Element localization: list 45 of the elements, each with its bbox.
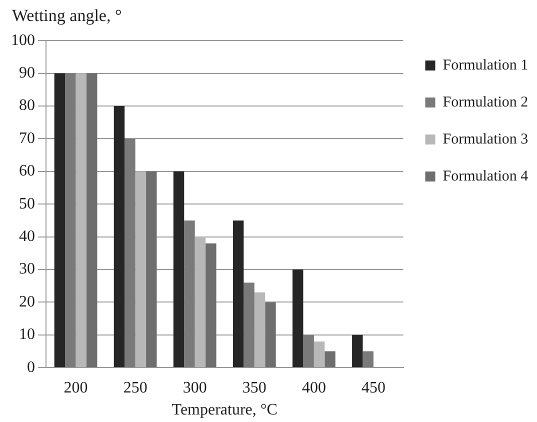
y-tick-label: 0: [27, 358, 35, 376]
y-tick-label: 100: [11, 32, 35, 49]
bar: [352, 334, 363, 368]
bar: [303, 334, 314, 368]
bar: [135, 171, 146, 368]
legend-label: Formulation 3: [442, 131, 528, 148]
bar: [76, 73, 86, 368]
bar: [265, 302, 276, 368]
y-tick-label: 10: [19, 326, 35, 344]
y-tick-label: 60: [19, 162, 35, 180]
bar: [86, 73, 98, 368]
y-tick-label: 90: [19, 64, 35, 82]
x-tick-label: 250: [123, 379, 148, 396]
bar: [206, 243, 216, 368]
x-tick-label: 400: [302, 379, 326, 396]
bar: [232, 220, 244, 368]
legend-label: Formulation 2: [442, 94, 528, 110]
bar: [244, 282, 254, 368]
y-tick-label: 70: [19, 130, 35, 147]
bar: [194, 236, 206, 368]
x-tick-label: 200: [64, 379, 88, 396]
y-tick-label: 40: [19, 228, 35, 246]
x-axis-title: Temperature, °C: [172, 402, 278, 419]
bar: [54, 73, 66, 368]
bar: [65, 73, 76, 368]
y-tick-label: 20: [19, 293, 35, 310]
bar: [114, 106, 125, 368]
bar: [292, 270, 304, 368]
bar: [254, 292, 266, 368]
x-tick-label: 300: [182, 379, 207, 396]
y-tick-label: 80: [19, 97, 35, 114]
legend-label: Formulation 1: [442, 57, 528, 74]
bar: [324, 351, 336, 368]
y-tick-label: 50: [19, 195, 35, 212]
bar: [146, 171, 157, 368]
bar: [124, 138, 136, 368]
bar: [314, 341, 325, 368]
bar: [173, 171, 184, 368]
y-tick-label: 30: [19, 260, 35, 278]
y-axis-title: Wetting angle, °: [12, 6, 122, 26]
bar: [362, 351, 374, 368]
legend-label: Formulation 4: [442, 168, 529, 184]
bar: [184, 220, 195, 368]
x-tick-label: 450: [361, 379, 386, 396]
x-tick-label: 350: [242, 379, 266, 396]
